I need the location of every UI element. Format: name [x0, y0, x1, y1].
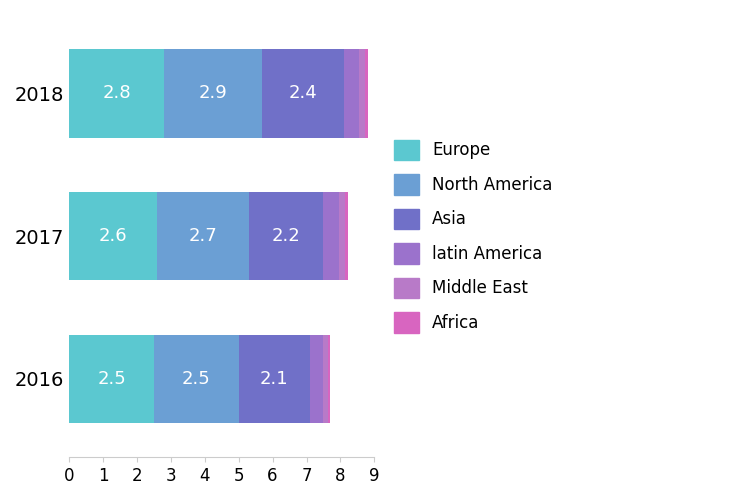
Legend: Europe, North America, Asia, latin America, Middle East, Africa: Europe, North America, Asia, latin Ameri… [386, 132, 561, 341]
Text: 2.6: 2.6 [99, 227, 128, 245]
Bar [69, 49, 164, 138]
Bar [323, 334, 327, 423]
Text: 2.5: 2.5 [97, 370, 126, 388]
Bar [157, 192, 249, 280]
Bar [69, 192, 157, 280]
Bar [345, 192, 348, 280]
Bar [324, 192, 338, 280]
Text: 2.9: 2.9 [199, 84, 228, 102]
Bar [263, 49, 344, 138]
Bar [69, 334, 154, 423]
Bar [359, 49, 365, 138]
Text: 2.8: 2.8 [102, 84, 131, 102]
Bar [249, 192, 324, 280]
Text: 2.5: 2.5 [182, 370, 211, 388]
Text: 2.4: 2.4 [289, 84, 318, 102]
Text: 2.1: 2.1 [260, 370, 289, 388]
Bar [164, 49, 263, 138]
Bar [344, 49, 359, 138]
Text: 2.7: 2.7 [188, 227, 217, 245]
Bar [239, 334, 310, 423]
Bar [365, 49, 368, 138]
Bar [154, 334, 239, 423]
Bar [310, 334, 323, 423]
Text: 2.2: 2.2 [272, 227, 301, 245]
Bar [327, 334, 330, 423]
Bar [338, 192, 345, 280]
